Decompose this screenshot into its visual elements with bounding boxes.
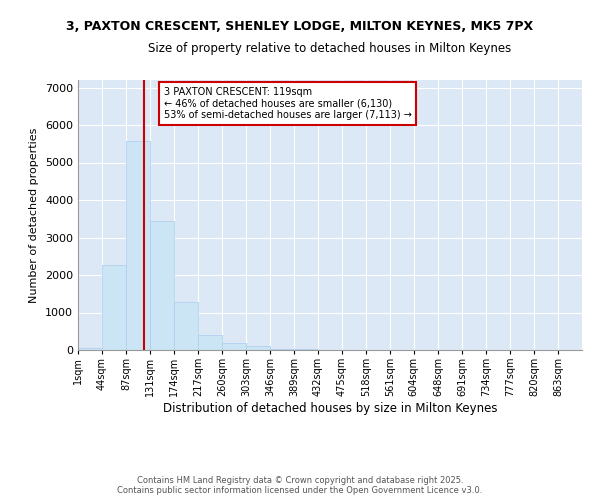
- Text: Contains HM Land Registry data © Crown copyright and database right 2025.
Contai: Contains HM Land Registry data © Crown c…: [118, 476, 482, 495]
- Text: 3, PAXTON CRESCENT, SHENLEY LODGE, MILTON KEYNES, MK5 7PX: 3, PAXTON CRESCENT, SHENLEY LODGE, MILTO…: [67, 20, 533, 33]
- Text: 3 PAXTON CRESCENT: 119sqm
← 46% of detached houses are smaller (6,130)
53% of se: 3 PAXTON CRESCENT: 119sqm ← 46% of detac…: [164, 87, 412, 120]
- Bar: [198, 336, 222, 350]
- Bar: [126, 141, 151, 350]
- Bar: [102, 264, 126, 350]
- Y-axis label: Number of detached properties: Number of detached properties: [29, 128, 40, 302]
- Bar: [78, 348, 102, 350]
- Bar: [270, 348, 294, 350]
- X-axis label: Distribution of detached houses by size in Milton Keynes: Distribution of detached houses by size …: [163, 402, 497, 415]
- Bar: [222, 343, 246, 350]
- Title: Size of property relative to detached houses in Milton Keynes: Size of property relative to detached ho…: [148, 42, 512, 55]
- Bar: [175, 302, 198, 350]
- Bar: [246, 346, 270, 350]
- Bar: [151, 222, 175, 350]
